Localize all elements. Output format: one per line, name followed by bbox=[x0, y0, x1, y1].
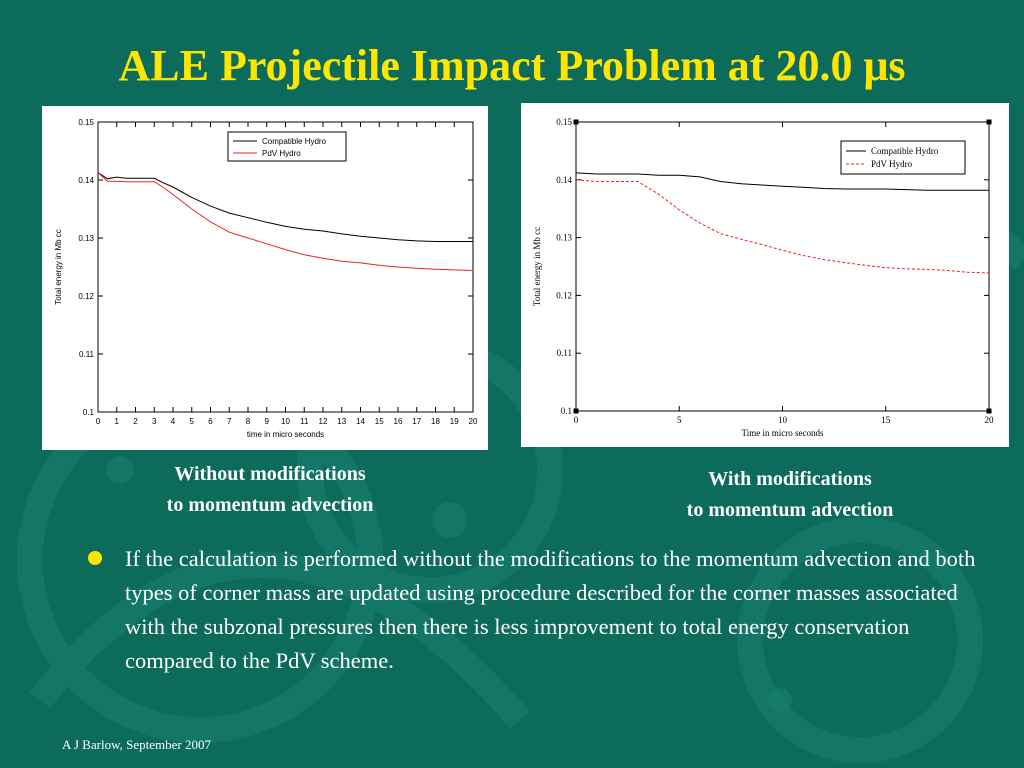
x-tick-label: 3 bbox=[152, 417, 157, 426]
legend-label: Compatible Hydro bbox=[871, 146, 939, 156]
y-tick-label: 0.15 bbox=[78, 118, 94, 127]
x-tick-label: 0 bbox=[574, 415, 579, 425]
x-tick-label: 10 bbox=[778, 415, 788, 425]
y-tick-label: 0.12 bbox=[78, 292, 94, 301]
x-tick-label: 18 bbox=[431, 417, 440, 426]
legend-box bbox=[840, 140, 966, 175]
bullet-dot-icon bbox=[88, 551, 102, 565]
chart-panel-right: 0 5 10 15 20 0.1 0.11 0.12 0.13 0.14 0.15 Time in m… bbox=[521, 103, 1009, 447]
series-line-pdv-hydro bbox=[575, 179, 990, 274]
legend-label: Compatible Hydro bbox=[262, 137, 327, 146]
x-tick-label: 4 bbox=[171, 417, 176, 426]
caption-right-line2: to momentum advection bbox=[686, 499, 894, 521]
y-tick-label: 0.1 bbox=[561, 406, 572, 416]
x-tick-label: 20 bbox=[469, 417, 478, 426]
x-tick-label: 2 bbox=[133, 417, 138, 426]
y-axis-label: Total energy in Mb cc bbox=[532, 227, 542, 306]
x-tick-label: 15 bbox=[375, 417, 384, 426]
x-tick-label: 17 bbox=[412, 417, 421, 426]
bullet-text: If the calculation is performed without … bbox=[125, 546, 976, 673]
x-tick-label: 1 bbox=[115, 417, 120, 426]
x-tick-label: 13 bbox=[337, 417, 346, 426]
corner-marker bbox=[573, 119, 579, 125]
x-tick-label: 14 bbox=[356, 417, 365, 426]
slide-title: ALE Projectile Impact Problem at 20.0 μs bbox=[118, 41, 906, 90]
caption-right: With modifications to momentum advection bbox=[640, 464, 940, 526]
legend-box bbox=[227, 131, 347, 162]
x-tick-label: 0 bbox=[96, 417, 101, 426]
plot-frame bbox=[97, 121, 474, 413]
caption-left-line2: to momentum advection bbox=[166, 494, 374, 516]
x-tick-label: 6 bbox=[208, 417, 213, 426]
legend-label: PdV Hydro bbox=[262, 149, 301, 158]
caption-right-line1: With modifications bbox=[708, 468, 872, 490]
y-tick-label: 0.13 bbox=[78, 234, 94, 243]
y-tick-label: 0.13 bbox=[556, 233, 572, 243]
chart-panel-left: 0 1 2 3 4 5 6 7 8 9 10 11 12 13 14 15 16 17 18 19 20 0.1 0.11 0… bbox=[42, 106, 488, 450]
series-line-pdv-hydro bbox=[97, 172, 474, 271]
x-tick-label: 5 bbox=[677, 415, 682, 425]
x-tick-label: 19 bbox=[450, 417, 459, 426]
caption-left: Without modifications to momentum advect… bbox=[120, 459, 420, 521]
x-tick-label: 5 bbox=[190, 417, 195, 426]
x-tick-label: 11 bbox=[300, 417, 309, 426]
y-tick-label: 0.1 bbox=[83, 408, 95, 417]
x-tick-label: 8 bbox=[246, 417, 251, 426]
corner-marker bbox=[986, 408, 992, 414]
corner-marker bbox=[573, 408, 579, 414]
x-tick-label: 7 bbox=[227, 417, 232, 426]
corner-marker bbox=[986, 119, 992, 125]
series-line-compatible-hydro bbox=[97, 172, 473, 242]
y-axis-label: Total energy in Mb cc bbox=[54, 229, 63, 305]
y-tick-label: 0.11 bbox=[79, 350, 95, 359]
y-tick-label: 0.14 bbox=[556, 175, 572, 185]
footer-author-date: A J Barlow, September 2007 bbox=[62, 737, 211, 752]
x-tick-label: 10 bbox=[281, 417, 290, 426]
energy-chart-left: 0 1 2 3 4 5 6 7 8 9 10 11 12 13 14 15 16 17 18 19 200.10.110… bbox=[54, 118, 478, 439]
y-tick-label: 0.14 bbox=[78, 176, 94, 185]
energy-chart-right: 0 5 10 15 20 0.1 0.11 0.12 0.13 0.14 0.15 Time in m… bbox=[532, 117, 995, 438]
legend-label: PdV Hydro bbox=[871, 159, 913, 169]
x-tick-label: 16 bbox=[394, 417, 403, 426]
y-tick-label: 0.11 bbox=[557, 348, 572, 358]
x-tick-label: 15 bbox=[881, 415, 891, 425]
x-tick-label: 12 bbox=[319, 417, 328, 426]
y-tick-label: 0.15 bbox=[556, 117, 572, 127]
caption-left-line1: Without modifications bbox=[174, 463, 366, 485]
series-line-compatible-hydro bbox=[575, 172, 989, 191]
x-tick-label: 9 bbox=[265, 417, 270, 426]
y-tick-label: 0.12 bbox=[556, 290, 572, 300]
x-axis-label: Time in micro seconds bbox=[742, 428, 824, 438]
x-axis-label: time in micro seconds bbox=[247, 430, 324, 439]
x-tick-label: 20 bbox=[985, 415, 995, 425]
